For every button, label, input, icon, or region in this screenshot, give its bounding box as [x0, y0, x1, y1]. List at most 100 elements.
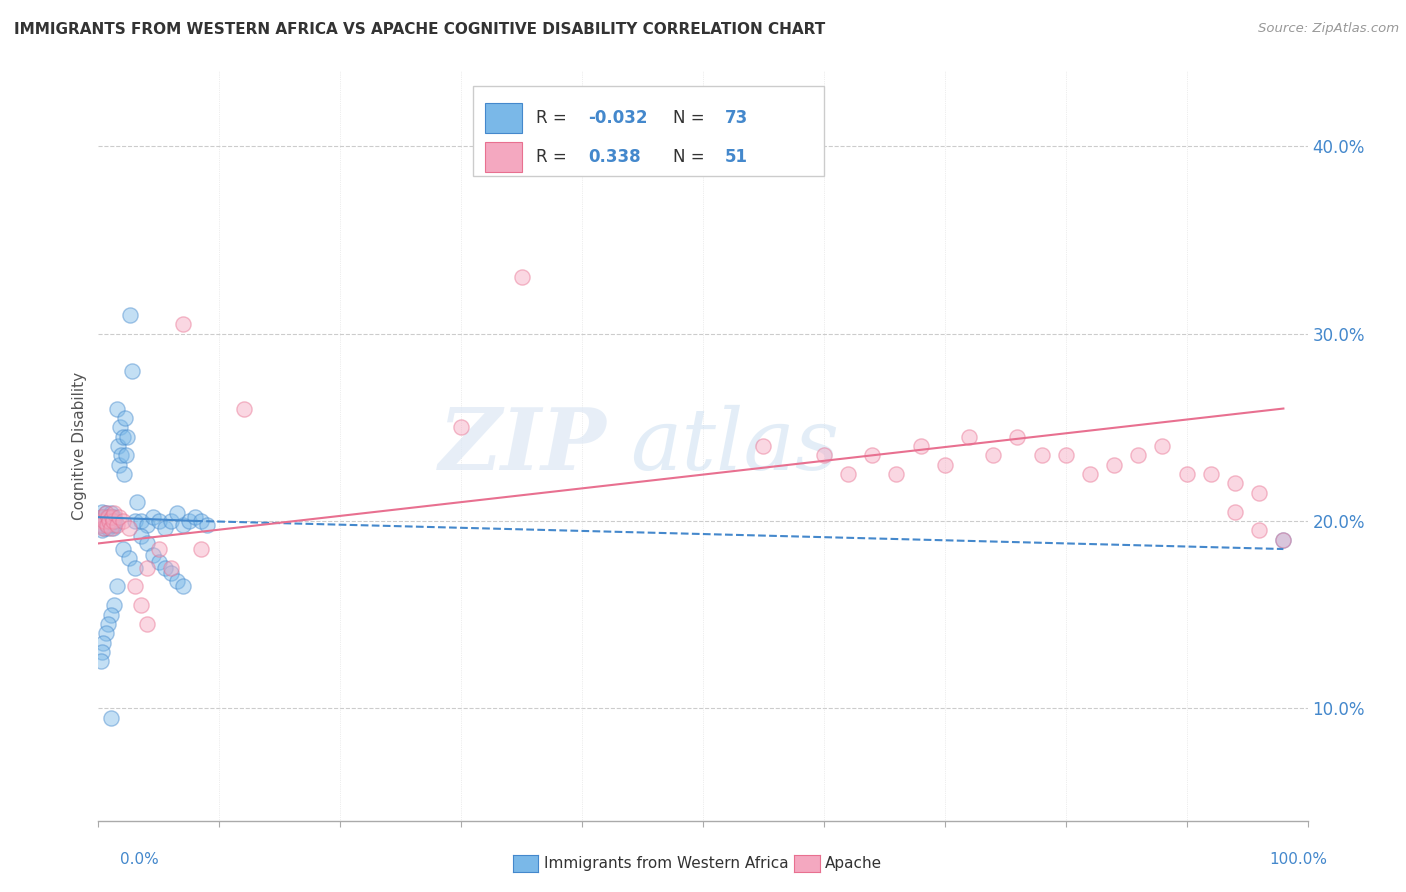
Point	[108, 420, 131, 434]
Point	[103, 599, 125, 613]
Point	[117, 430, 139, 444]
Point	[100, 510, 122, 524]
Point	[232, 401, 254, 416]
Bar	[485, 103, 522, 133]
Point	[98, 517, 121, 532]
Bar	[474, 87, 824, 177]
Point	[118, 551, 141, 566]
Text: Source: ZipAtlas.com: Source: ZipAtlas.com	[1258, 22, 1399, 36]
Point	[450, 420, 472, 434]
Point	[100, 521, 122, 535]
Text: ZIP: ZIP	[439, 404, 606, 488]
Point	[510, 270, 533, 285]
Point	[1223, 476, 1246, 491]
Point	[981, 449, 1004, 463]
Point	[172, 318, 194, 332]
Point	[160, 514, 183, 528]
Point	[90, 655, 112, 669]
Text: atlas: atlas	[630, 405, 839, 487]
Point	[94, 514, 117, 528]
Point	[100, 607, 122, 622]
Point	[97, 617, 120, 632]
Point	[148, 555, 170, 569]
Point	[91, 523, 114, 537]
Point	[910, 439, 932, 453]
Text: -0.032: -0.032	[588, 109, 648, 127]
Point	[135, 536, 157, 550]
Point	[91, 517, 114, 532]
Point	[1199, 467, 1222, 482]
Point	[121, 364, 143, 378]
Point	[153, 561, 176, 575]
Point	[101, 514, 124, 528]
Point	[886, 467, 908, 482]
Point	[91, 514, 114, 528]
Point	[184, 510, 207, 524]
Text: R =: R =	[536, 109, 567, 127]
Point	[837, 467, 859, 482]
Point	[100, 514, 122, 528]
Text: 73: 73	[724, 109, 748, 127]
Point	[89, 514, 111, 528]
Point	[129, 529, 152, 543]
Point	[1128, 449, 1150, 463]
Point	[97, 514, 120, 528]
Point	[1249, 523, 1271, 537]
Point	[1007, 430, 1029, 444]
Point	[114, 411, 136, 425]
Point	[93, 510, 115, 524]
Point	[97, 521, 120, 535]
Point	[115, 449, 138, 463]
Point	[148, 514, 170, 528]
Point	[98, 510, 121, 524]
Point	[112, 467, 135, 482]
Point	[1175, 467, 1198, 482]
Bar	[485, 142, 522, 172]
Point	[752, 439, 775, 453]
Text: IMMIGRANTS FROM WESTERN AFRICA VS APACHE COGNITIVE DISABILITY CORRELATION CHART: IMMIGRANTS FROM WESTERN AFRICA VS APACHE…	[14, 22, 825, 37]
Point	[190, 542, 212, 557]
Point	[135, 517, 157, 532]
Point	[97, 510, 120, 524]
Point	[124, 561, 146, 575]
Point	[1272, 533, 1295, 547]
Point	[103, 517, 125, 532]
Point	[105, 580, 128, 594]
Point	[127, 495, 149, 509]
Point	[813, 449, 835, 463]
Point	[179, 514, 201, 528]
Point	[96, 510, 118, 524]
Point	[91, 645, 114, 659]
Point	[89, 514, 111, 528]
Text: 0.338: 0.338	[588, 148, 641, 166]
Point	[148, 542, 170, 557]
Point	[90, 517, 112, 532]
Point	[103, 507, 125, 521]
Point	[129, 599, 152, 613]
Point	[166, 574, 188, 588]
Point	[105, 401, 128, 416]
Point	[110, 449, 132, 463]
Point	[1054, 449, 1077, 463]
Point	[100, 507, 122, 521]
Point	[153, 521, 176, 535]
Point	[94, 507, 117, 521]
Point	[101, 521, 124, 535]
Point	[94, 507, 117, 521]
Point	[91, 521, 114, 535]
Point	[111, 514, 134, 528]
Text: 51: 51	[724, 148, 748, 166]
Point	[172, 517, 194, 532]
Point	[1031, 449, 1053, 463]
Point	[142, 548, 165, 562]
Point	[860, 449, 883, 463]
Text: Immigrants from Western Africa: Immigrants from Western Africa	[544, 856, 789, 871]
Point	[118, 308, 141, 322]
Point	[93, 514, 115, 528]
Point	[90, 510, 112, 524]
Point	[160, 566, 183, 581]
Point	[111, 430, 134, 444]
Point	[91, 510, 114, 524]
Point	[105, 517, 128, 532]
Text: N =: N =	[672, 109, 704, 127]
